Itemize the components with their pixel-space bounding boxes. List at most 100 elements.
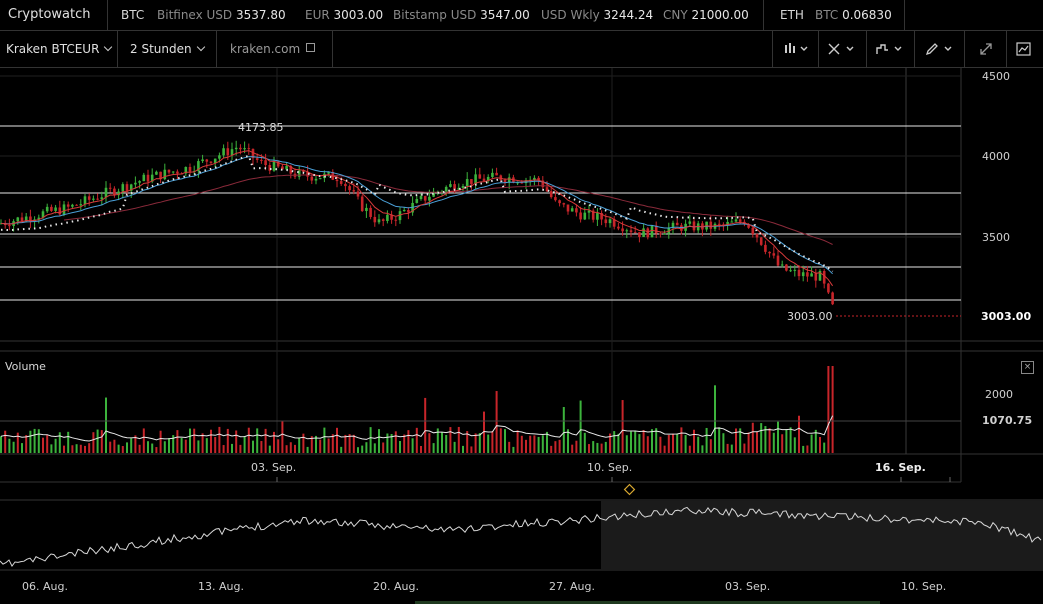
ticker-kraken-eur[interactable]: EUR 3003.00 (305, 8, 384, 22)
volume-bar (407, 430, 410, 453)
btc-tab[interactable]: BTC (121, 8, 145, 22)
eth-tab[interactable]: ETH (780, 8, 804, 22)
divider (818, 31, 819, 67)
candle-body (222, 148, 225, 156)
price-tick: 3500 (982, 231, 1010, 244)
volume-bar (814, 429, 817, 453)
volume-bar (386, 433, 389, 453)
volume-bar (478, 433, 481, 453)
close-icon[interactable]: × (1021, 361, 1034, 374)
candle-body (54, 207, 57, 211)
volume-bar (63, 445, 65, 453)
volume-bar (79, 444, 82, 453)
volume-bar (126, 442, 128, 453)
volume-bar (625, 435, 628, 453)
ticker-usd-weekly[interactable]: USD Wkly 3244.24 (541, 8, 654, 22)
volume-bar (4, 430, 7, 453)
volume-bar (781, 434, 784, 453)
candle-body (209, 161, 213, 163)
candle-body (377, 219, 381, 223)
candle-body (642, 228, 645, 237)
volume-bar (315, 435, 317, 453)
candle-body (617, 226, 620, 229)
volume-bar (772, 432, 775, 453)
volume-level-label: 1070.75 (982, 414, 1033, 427)
volume-bar (516, 430, 519, 453)
divider (107, 0, 108, 30)
candle-body (318, 178, 322, 180)
candle-body (339, 181, 343, 184)
candle-body (730, 221, 734, 223)
volume-bar (54, 438, 57, 453)
candle-body (184, 167, 188, 174)
volume-bar (676, 433, 679, 453)
candle-body (533, 177, 536, 180)
indicator-icon[interactable] (870, 31, 910, 67)
candle-body (87, 196, 91, 200)
interval-select[interactable]: 2 Stunden (130, 31, 205, 67)
candle-body (20, 217, 24, 222)
candle-body (470, 179, 473, 185)
volume-bar (33, 428, 36, 453)
volume-bar (155, 447, 158, 453)
candle-body (545, 187, 549, 192)
candle-body (772, 253, 776, 256)
volume-bar (281, 421, 284, 453)
chart-type-icon[interactable] (1004, 31, 1043, 67)
candle-body (717, 223, 721, 225)
candle-body (163, 169, 167, 180)
volume-bar (42, 437, 44, 453)
ticker-cny[interactable]: CNY 21000.00 (663, 8, 749, 22)
volume-bar (672, 433, 674, 453)
navigator-tick: 27. Aug. (549, 580, 595, 593)
candle-body (381, 219, 385, 221)
candle-body (654, 225, 658, 234)
volume-bar (793, 437, 796, 453)
volume-bar (268, 445, 271, 453)
divider (216, 31, 217, 67)
exchange-link[interactable]: kraken.com (230, 31, 316, 67)
crosshair-icon[interactable] (822, 31, 862, 67)
volume-bar (705, 427, 708, 453)
volume-bar (592, 441, 595, 453)
time-tick: 03. Sep. (251, 461, 297, 474)
navigator-window[interactable] (601, 501, 1043, 570)
volume-bar (659, 436, 662, 453)
volume-bar (621, 400, 624, 453)
candle-body (125, 184, 129, 191)
candle-body (348, 186, 351, 191)
expand-icon[interactable] (966, 31, 1006, 67)
ticker-eth-btc[interactable]: BTC 0.06830 (815, 8, 892, 22)
volume-bar (344, 434, 347, 453)
candle-body (314, 178, 318, 181)
candle-body (356, 191, 360, 197)
volume-bar (462, 445, 464, 453)
pencil-icon[interactable] (920, 31, 960, 67)
candle-body (638, 232, 641, 237)
volume-bar (357, 447, 359, 453)
drawn-horizontal-lines[interactable] (0, 125, 961, 301)
event-marker-icon[interactable] (623, 483, 636, 496)
volume-bar (617, 433, 620, 453)
volume-bar (222, 445, 225, 453)
volume-bar (340, 446, 343, 453)
candle-body (789, 270, 792, 272)
volume-bar (294, 444, 296, 453)
market-select[interactable]: Kraken BTCEUR (6, 31, 113, 67)
navigator-tick: 06. Aug. (22, 580, 68, 593)
candle-body (604, 219, 608, 224)
candle-body (579, 212, 582, 220)
candle-body (24, 216, 28, 222)
navigator-scrollbar[interactable] (415, 601, 880, 604)
volume-bar (117, 444, 120, 453)
candle-body (167, 169, 171, 173)
divider (772, 31, 773, 67)
candle-body (234, 147, 238, 150)
candle-body (692, 221, 696, 231)
candle-chart-icon[interactable] (776, 31, 816, 67)
ticker-bitstamp-usd[interactable]: Bitstamp USD 3547.00 (393, 8, 530, 22)
volume-bar (604, 441, 607, 453)
brand-logo[interactable]: Cryptowatch (8, 7, 91, 22)
ticker-bitfinex-usd[interactable]: Bitfinex USD 3537.80 (157, 8, 286, 22)
